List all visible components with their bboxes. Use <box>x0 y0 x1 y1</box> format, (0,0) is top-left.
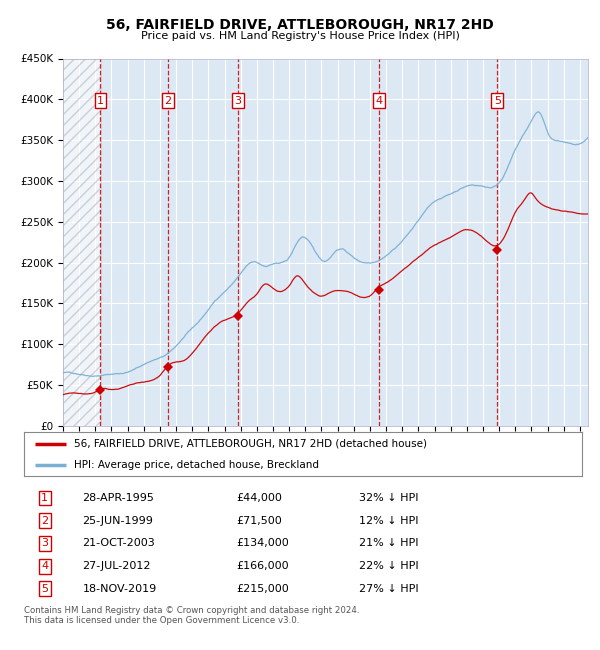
Text: HPI: Average price, detached house, Breckland: HPI: Average price, detached house, Brec… <box>74 460 319 470</box>
Text: 2: 2 <box>41 515 48 526</box>
Text: 1: 1 <box>97 96 104 106</box>
Text: Price paid vs. HM Land Registry's House Price Index (HPI): Price paid vs. HM Land Registry's House … <box>140 31 460 41</box>
Text: 28-APR-1995: 28-APR-1995 <box>83 493 154 503</box>
Text: 27% ↓ HPI: 27% ↓ HPI <box>359 584 418 593</box>
Text: 4: 4 <box>376 96 383 106</box>
Text: 5: 5 <box>494 96 501 106</box>
Text: £215,000: £215,000 <box>236 584 289 593</box>
Text: 22% ↓ HPI: 22% ↓ HPI <box>359 561 418 571</box>
Text: Contains HM Land Registry data © Crown copyright and database right 2024.
This d: Contains HM Land Registry data © Crown c… <box>24 606 359 625</box>
Text: 32% ↓ HPI: 32% ↓ HPI <box>359 493 418 503</box>
Text: 1: 1 <box>41 493 48 503</box>
Text: 12% ↓ HPI: 12% ↓ HPI <box>359 515 418 526</box>
Text: 56, FAIRFIELD DRIVE, ATTLEBOROUGH, NR17 2HD: 56, FAIRFIELD DRIVE, ATTLEBOROUGH, NR17 … <box>106 18 494 32</box>
Text: £166,000: £166,000 <box>236 561 289 571</box>
Text: 25-JUN-1999: 25-JUN-1999 <box>83 515 154 526</box>
Text: 3: 3 <box>234 96 241 106</box>
Text: 2: 2 <box>164 96 171 106</box>
Text: 27-JUL-2012: 27-JUL-2012 <box>83 561 151 571</box>
Text: 21-OCT-2003: 21-OCT-2003 <box>83 538 155 549</box>
Text: 5: 5 <box>41 584 48 593</box>
Text: 3: 3 <box>41 538 48 549</box>
Text: £71,500: £71,500 <box>236 515 282 526</box>
Text: 18-NOV-2019: 18-NOV-2019 <box>83 584 157 593</box>
Text: 4: 4 <box>41 561 48 571</box>
Text: £134,000: £134,000 <box>236 538 289 549</box>
Bar <box>63 58 101 426</box>
Text: 21% ↓ HPI: 21% ↓ HPI <box>359 538 418 549</box>
Text: £44,000: £44,000 <box>236 493 282 503</box>
Text: 56, FAIRFIELD DRIVE, ATTLEBOROUGH, NR17 2HD (detached house): 56, FAIRFIELD DRIVE, ATTLEBOROUGH, NR17 … <box>74 439 427 448</box>
